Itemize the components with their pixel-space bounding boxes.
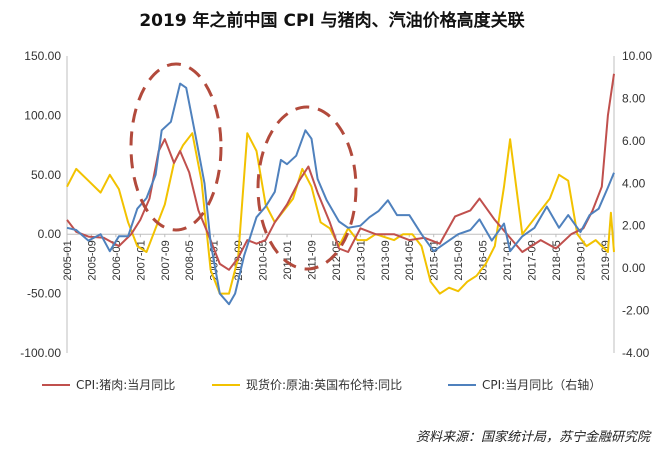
left-y-tick-label: -100.00	[20, 346, 61, 360]
right-y-tick-label: 6.00	[622, 134, 646, 148]
x-tick-label: 2010-05	[258, 240, 270, 280]
x-tick-label: 2005-01	[62, 240, 74, 280]
right-y-tick-label: -2.00	[622, 304, 650, 318]
left-y-tick-label: 50.00	[31, 168, 61, 182]
right-y-tick-label: 0.00	[622, 261, 646, 275]
x-tick-label: 2012-05	[331, 240, 343, 280]
source-note: 资料来源：国家统计局，苏宁金融研究院	[415, 430, 650, 445]
right-y-tick-label: -4.00	[622, 346, 650, 360]
x-tick-label: 2017-09	[526, 240, 538, 280]
x-tick-label: 2018-05	[551, 240, 563, 280]
x-tick-label: 2006-05	[111, 240, 123, 280]
right-y-tick-label: 10.00	[622, 49, 652, 63]
chart-title: 2019 年之前中国 CPI 与猪肉、汽油价格高度关联	[139, 11, 525, 31]
right-y-tick-label: 2.00	[622, 219, 646, 233]
x-tick-label: 2008-05	[184, 240, 196, 280]
left-y-tick-label: 150.00	[24, 49, 61, 63]
left-y-tick-label: 0.00	[38, 227, 62, 241]
left-y-tick-label: 100.00	[24, 108, 61, 122]
x-tick-label: 2019-01	[575, 240, 587, 280]
x-tick-label: 2011-01	[282, 240, 294, 280]
legend-label: CPI:猪肉:当月同比	[76, 378, 175, 392]
highlight-circle-2008	[129, 62, 223, 232]
legend-label: 现货价:原油:英国布伦特:同比	[246, 377, 402, 392]
x-tick-label: 2007-09	[160, 240, 172, 280]
x-tick-label: 2013-01	[355, 240, 367, 280]
x-tick-label: 2015-01	[429, 240, 441, 280]
x-tick-label: 2005-09	[86, 240, 98, 280]
highlight-circle-2011	[256, 105, 358, 271]
legend-label: CPI:当月同比（右轴）	[482, 377, 601, 392]
right-y-tick-label: 4.00	[622, 176, 646, 190]
left-y-tick-label: -50.00	[27, 287, 61, 301]
x-tick-label: 2014-05	[404, 240, 416, 280]
x-tick-label: 2011-09	[306, 240, 318, 280]
right-y-tick-label: 8.00	[622, 91, 646, 105]
x-tick-label: 2013-09	[380, 240, 392, 280]
x-tick-label: 2015-09	[453, 240, 465, 280]
series-line	[66, 82, 615, 306]
